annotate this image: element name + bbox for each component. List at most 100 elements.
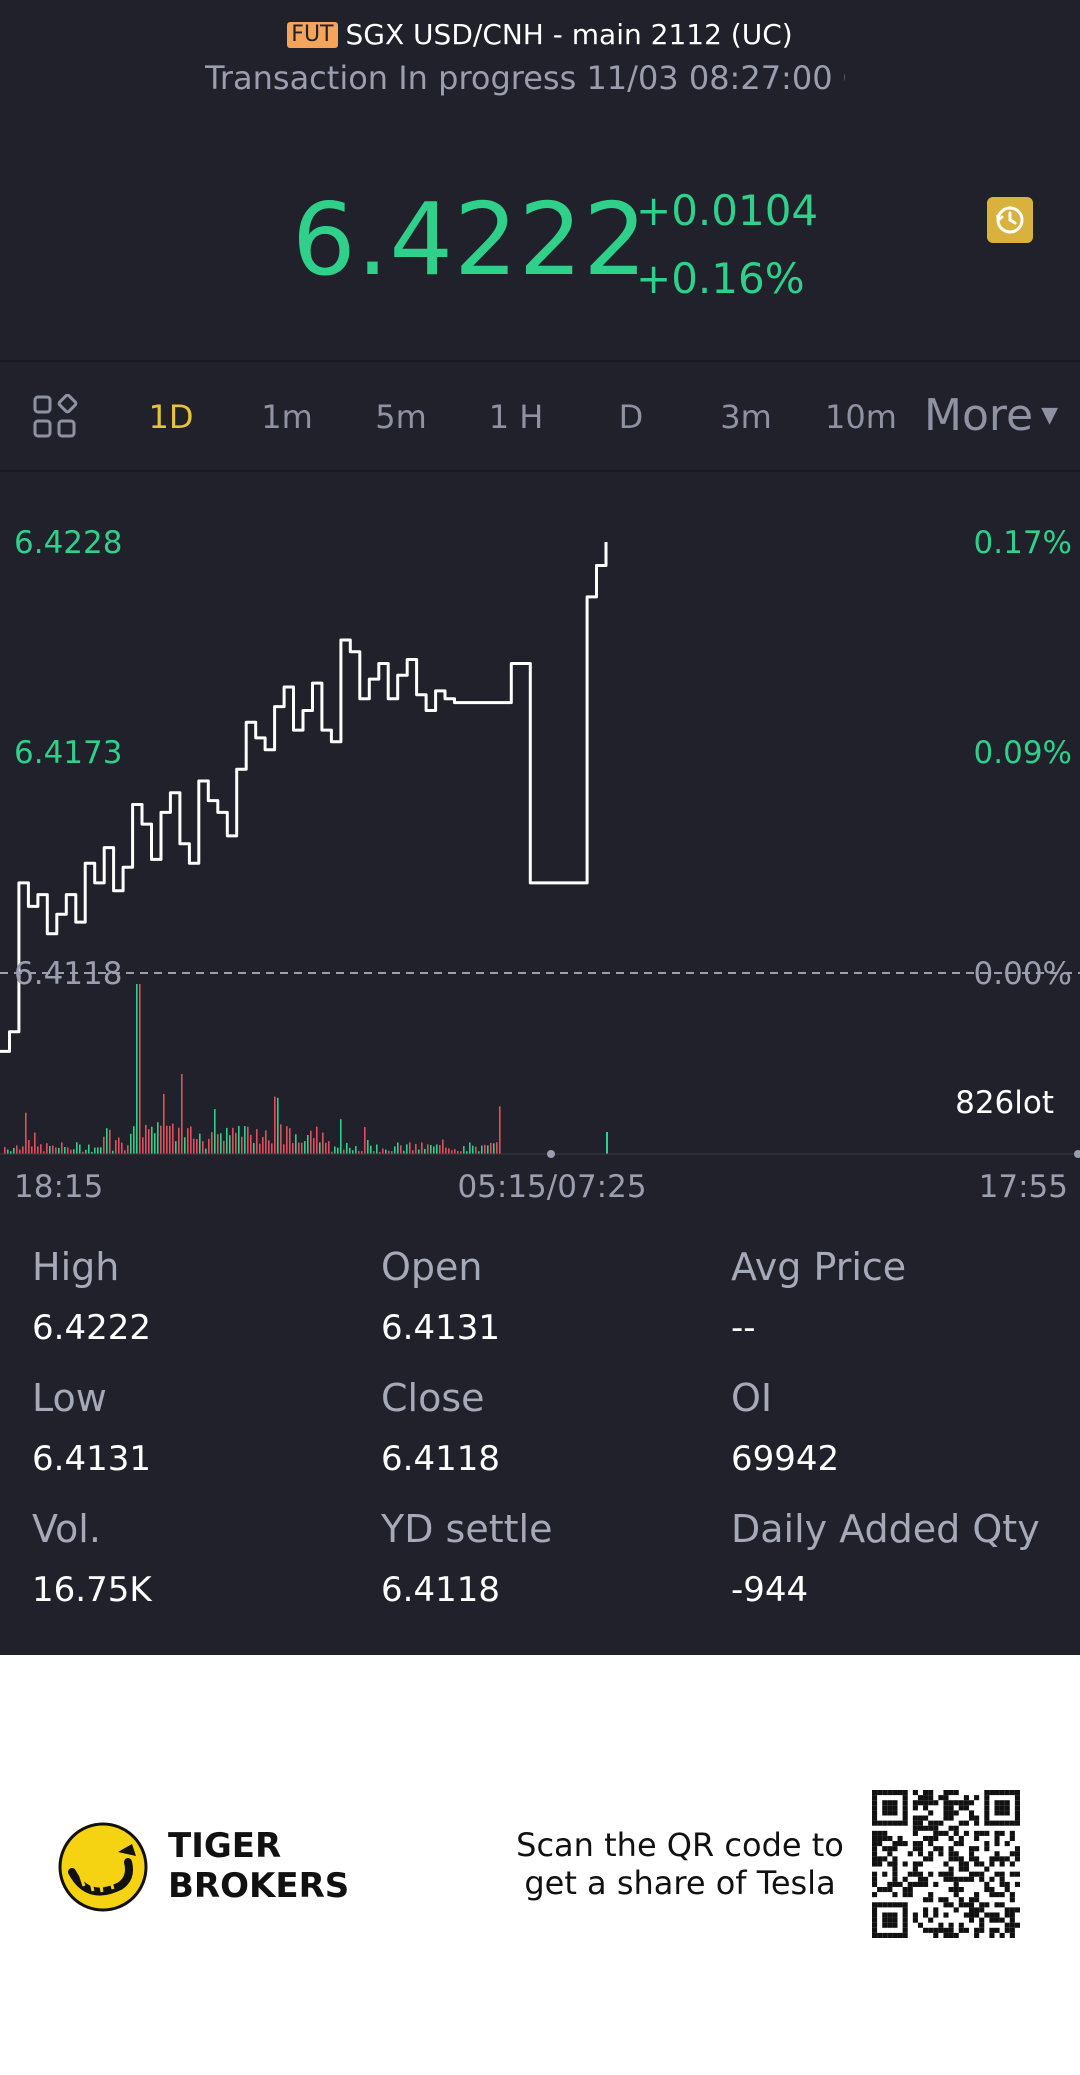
qr-module xyxy=(948,1805,954,1811)
qr-module xyxy=(912,1881,918,1887)
qr-module xyxy=(923,1927,929,1933)
qr-module xyxy=(989,1927,995,1933)
volume-bar xyxy=(406,1144,408,1154)
volume-bar xyxy=(67,1147,69,1154)
tab-1h[interactable]: 1 H xyxy=(488,398,544,436)
price-change: +0.0104 xyxy=(636,186,819,235)
futures-badge: FUT xyxy=(287,22,338,48)
volume-bar xyxy=(136,984,138,1154)
volume-bar xyxy=(79,1144,81,1154)
qr-module xyxy=(943,1861,949,1867)
qr-module xyxy=(882,1830,888,1836)
qr-module xyxy=(923,1897,929,1903)
qr-module xyxy=(948,1927,954,1933)
qr-module xyxy=(968,1871,975,1877)
qr-module xyxy=(907,1881,913,1887)
qr-module xyxy=(882,1856,888,1862)
trading-status: Transaction In progress 11/03 08:27:00 C… xyxy=(205,59,845,97)
tab-3m[interactable]: 3m xyxy=(720,398,772,436)
volume-bar xyxy=(61,1142,63,1154)
qr-module xyxy=(882,1820,888,1826)
qr-module xyxy=(989,1790,995,1796)
qr-module xyxy=(974,1897,980,1903)
volume-bar xyxy=(433,1146,435,1154)
tab-1d[interactable]: 1D xyxy=(148,398,194,436)
qr-module xyxy=(948,1810,954,1816)
volume-bar xyxy=(52,1145,54,1154)
intraday-chart[interactable]: 6.4228 6.4173 6.4118 0.17% 0.09% 0.00% 8… xyxy=(0,470,1080,1210)
caret-down-icon: ▼ xyxy=(1041,403,1058,428)
volume-bar xyxy=(289,1128,291,1154)
qr-module xyxy=(948,1790,954,1796)
volume-label: 826lot xyxy=(955,1085,1054,1121)
volume-bar xyxy=(223,1140,225,1154)
qr-module xyxy=(897,1841,903,1847)
qr-module xyxy=(917,1881,924,1887)
qr-module xyxy=(974,1846,980,1852)
volume-bar xyxy=(430,1145,432,1154)
qr-module xyxy=(968,1810,975,1816)
volume-bar xyxy=(319,1142,321,1154)
y-left-tick-mid: 6.4173 xyxy=(14,735,122,771)
qr-module xyxy=(1009,1851,1015,1857)
qr-module xyxy=(943,1902,949,1908)
qr-module xyxy=(928,1871,934,1877)
qr-module xyxy=(923,1815,929,1821)
x-tick-end: 17:55 xyxy=(979,1169,1068,1205)
qr-module xyxy=(928,1820,934,1826)
qr-module xyxy=(979,1907,985,1913)
tab-1m[interactable]: 1m xyxy=(261,398,313,436)
qr-module xyxy=(872,1815,878,1821)
tab-day[interactable]: D xyxy=(618,398,644,436)
volume-bar xyxy=(466,1151,468,1154)
volume-bar xyxy=(343,1149,345,1154)
qr-module xyxy=(974,1835,980,1842)
qr-module xyxy=(872,1810,878,1816)
volume-bar xyxy=(82,1151,84,1154)
stat-label-open: Open xyxy=(381,1245,483,1289)
grid-layout-icon[interactable] xyxy=(32,393,78,440)
qr-module xyxy=(1009,1897,1015,1903)
volume-bar xyxy=(355,1146,357,1154)
volume-bar xyxy=(436,1144,438,1154)
volume-bar xyxy=(373,1151,375,1154)
qr-module xyxy=(989,1917,995,1923)
qr-module xyxy=(872,1851,878,1857)
volume-bar xyxy=(454,1149,456,1154)
promo-line-2: get a share of Tesla xyxy=(524,1864,836,1902)
qr-module xyxy=(963,1795,969,1801)
qr-module xyxy=(872,1881,878,1887)
volume-bar xyxy=(70,1149,72,1154)
qr-module xyxy=(917,1861,924,1867)
qr-module xyxy=(912,1820,918,1826)
qr-module xyxy=(938,1851,944,1857)
volume-bar xyxy=(244,1126,246,1154)
qr-module xyxy=(984,1881,990,1887)
stat-value-avg-price: -- xyxy=(731,1308,756,1348)
stat-label-oi: OI xyxy=(731,1376,773,1420)
qr-module xyxy=(892,1866,898,1872)
qr-module xyxy=(953,1790,959,1796)
qr-module xyxy=(994,1856,1000,1862)
volume-bar xyxy=(202,1141,204,1154)
qr-module xyxy=(963,1927,969,1933)
volume-bar xyxy=(460,1151,462,1154)
volume-bar xyxy=(166,1125,168,1154)
qr-code-icon[interactable] xyxy=(872,1790,1020,1938)
qr-module xyxy=(892,1810,898,1816)
timeframe-bar: 1D 1m 5m 1 H D 3m 10m More ▼ xyxy=(0,362,1080,470)
more-timeframes-button[interactable]: More ▼ xyxy=(924,388,1058,444)
volume-bar xyxy=(169,1125,171,1154)
volume-bar xyxy=(187,1128,189,1154)
qr-module xyxy=(887,1861,893,1867)
qr-module xyxy=(928,1927,934,1933)
qr-module xyxy=(994,1902,1000,1908)
history-clock-icon[interactable] xyxy=(987,197,1033,243)
tab-10m[interactable]: 10m xyxy=(825,398,897,436)
volume-bar xyxy=(394,1146,396,1154)
divider xyxy=(0,360,1080,362)
qr-module xyxy=(943,1805,949,1811)
qr-module xyxy=(933,1835,939,1842)
tab-5m[interactable]: 5m xyxy=(375,398,427,436)
qr-module xyxy=(999,1820,1005,1826)
